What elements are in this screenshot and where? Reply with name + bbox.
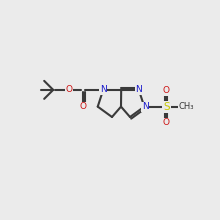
Text: N: N: [142, 102, 149, 111]
Text: S: S: [163, 102, 170, 112]
Text: O: O: [66, 85, 73, 94]
Text: N: N: [136, 85, 142, 94]
Text: O: O: [163, 118, 170, 127]
Text: CH₃: CH₃: [178, 102, 194, 111]
Text: O: O: [163, 86, 170, 95]
Text: N: N: [100, 85, 106, 94]
Text: O: O: [80, 102, 87, 111]
